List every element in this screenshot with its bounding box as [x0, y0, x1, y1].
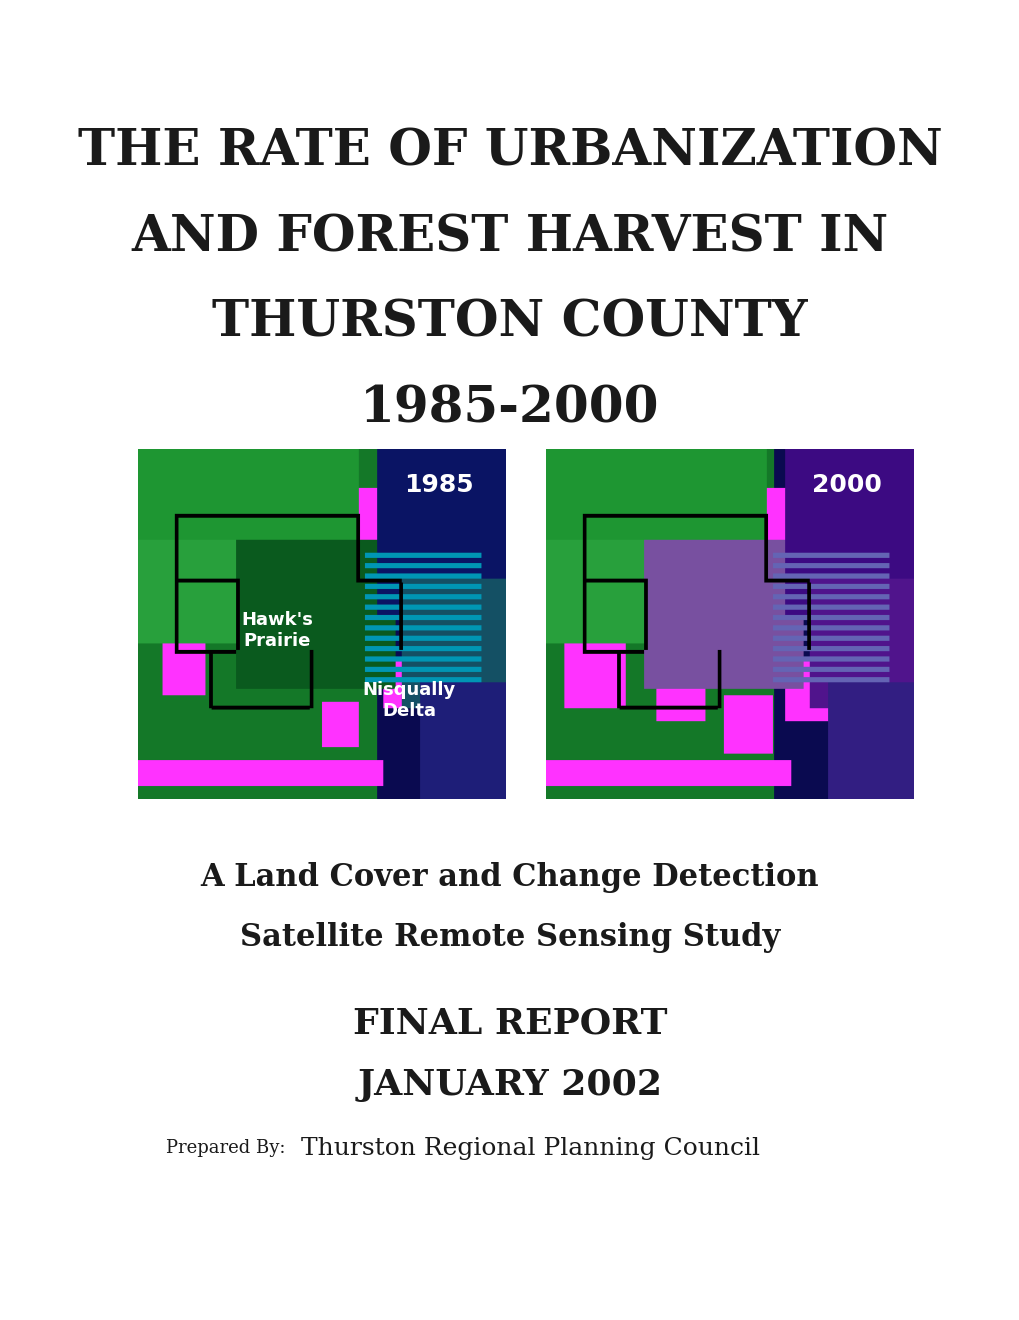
Text: THE RATE OF URBANIZATION: THE RATE OF URBANIZATION — [77, 127, 942, 177]
Text: Hawk's
Prairie: Hawk's Prairie — [242, 611, 313, 649]
Text: THURSTON COUNTY: THURSTON COUNTY — [212, 298, 807, 348]
Text: Nisqually
Delta: Nisqually Delta — [363, 681, 455, 719]
Text: FINAL REPORT: FINAL REPORT — [353, 1006, 666, 1040]
Text: 1985-2000: 1985-2000 — [360, 384, 659, 434]
Text: JANUARY 2002: JANUARY 2002 — [357, 1068, 662, 1102]
Text: 2000: 2000 — [811, 474, 880, 498]
Text: Prepared By:: Prepared By: — [166, 1139, 285, 1158]
Text: A Land Cover and Change Detection: A Land Cover and Change Detection — [201, 862, 818, 894]
Text: AND FOREST HARVEST IN: AND FOREST HARVEST IN — [131, 213, 888, 263]
Text: Satellite Remote Sensing Study: Satellite Remote Sensing Study — [239, 921, 780, 953]
Text: 1985: 1985 — [404, 474, 473, 498]
Text: Thurston Regional Planning Council: Thurston Regional Planning Council — [301, 1137, 759, 1160]
